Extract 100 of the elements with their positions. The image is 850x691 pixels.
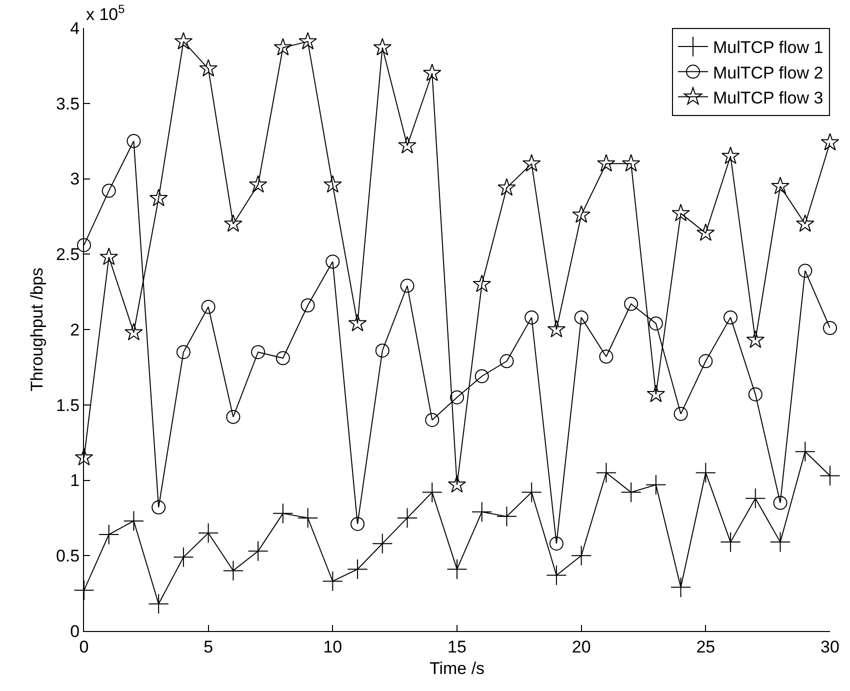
point [123, 510, 144, 532]
point [547, 320, 566, 338]
point [672, 204, 690, 222]
point [100, 248, 118, 265]
y-tick-label: 0 [70, 622, 80, 641]
point [620, 482, 642, 503]
point [823, 320, 837, 335]
point [201, 300, 216, 314]
point [398, 136, 416, 154]
point [450, 390, 464, 404]
point [820, 465, 840, 486]
point [348, 314, 367, 332]
x-tick-label: 25 [696, 637, 716, 656]
point [173, 546, 194, 568]
y-tick-label: 4 [70, 18, 80, 38]
point [276, 351, 290, 366]
point [124, 322, 143, 340]
point [248, 175, 268, 193]
point [422, 482, 442, 503]
legend-label: MulTCP flow 2 [713, 63, 824, 82]
point [126, 134, 141, 148]
point [524, 310, 539, 324]
point [324, 175, 342, 193]
point [472, 274, 492, 292]
point [77, 238, 91, 252]
point [698, 354, 713, 368]
point [773, 496, 788, 510]
point [226, 410, 240, 424]
y-axis-title: Throughput /bps [28, 268, 47, 392]
point [396, 508, 418, 528]
x-tick-label: 30 [820, 637, 840, 656]
point [648, 316, 663, 330]
point [322, 570, 343, 592]
point [373, 38, 392, 56]
point [176, 345, 190, 360]
text: x 10$^{5}$ [86, 2, 126, 24]
point [174, 32, 193, 50]
point [300, 298, 315, 312]
y-tick-label: 1 [70, 471, 80, 490]
point [298, 508, 318, 528]
point [272, 503, 294, 524]
point [298, 32, 317, 50]
point [500, 354, 514, 368]
point [251, 345, 266, 360]
point [102, 184, 116, 198]
point [720, 532, 741, 552]
x-tick-label: 10 [323, 637, 342, 656]
x-tick-label: 5 [204, 637, 214, 656]
point [624, 296, 638, 311]
point [425, 412, 440, 427]
point [274, 38, 292, 56]
point [574, 310, 588, 324]
point [820, 132, 840, 150]
point [148, 594, 169, 614]
point [670, 576, 692, 598]
point [152, 500, 166, 514]
point [746, 330, 765, 348]
x-tick-label: 20 [572, 637, 591, 656]
point [400, 278, 414, 293]
point [597, 154, 616, 172]
point [796, 214, 814, 232]
point [572, 205, 590, 223]
y-tick-label: 2 [70, 320, 80, 340]
point [696, 223, 715, 241]
point [695, 462, 716, 484]
point [596, 462, 616, 484]
point [770, 532, 791, 552]
point [98, 524, 120, 545]
point [599, 350, 614, 364]
point [372, 533, 393, 554]
point [448, 475, 466, 493]
point [224, 214, 242, 232]
y-tick-label: 3 [70, 170, 80, 189]
point [198, 522, 219, 544]
point [375, 344, 390, 358]
point [472, 502, 492, 522]
point [674, 406, 688, 421]
point [222, 560, 244, 581]
point [549, 536, 564, 551]
point [446, 558, 468, 580]
point [149, 188, 168, 206]
point [498, 178, 516, 196]
point [724, 310, 738, 324]
point [745, 488, 766, 509]
legend-label: MulTCP flow 1 [713, 38, 824, 58]
y-tick-label: 3.5 [56, 94, 80, 114]
x-tick-label: 15 [448, 637, 466, 656]
point [748, 387, 762, 402]
point [474, 369, 489, 384]
point [199, 59, 218, 77]
point [422, 64, 442, 82]
point [522, 154, 541, 172]
point [571, 545, 592, 566]
point [798, 264, 812, 278]
y-tick-label: 2.5 [56, 245, 80, 264]
point [350, 516, 365, 531]
point [74, 448, 94, 466]
point [622, 154, 640, 172]
point [721, 146, 740, 164]
point [74, 580, 94, 601]
